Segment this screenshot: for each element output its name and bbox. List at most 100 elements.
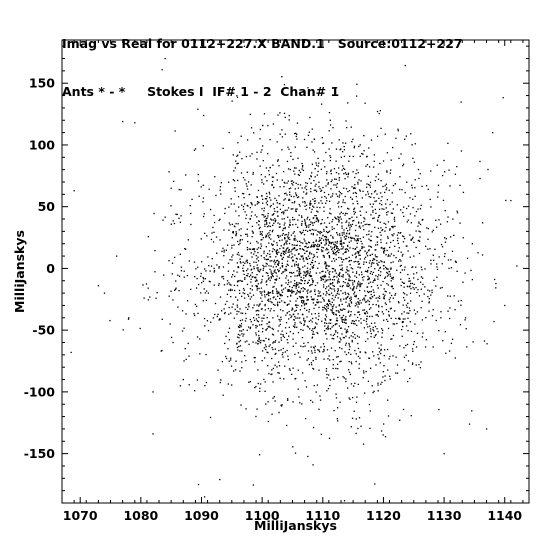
data-point	[352, 247, 354, 250]
data-point	[355, 224, 357, 227]
data-point	[209, 208, 212, 211]
data-point	[360, 180, 362, 182]
data-point	[256, 151, 258, 153]
data-point	[337, 289, 339, 291]
data-point	[322, 247, 325, 249]
data-point	[362, 377, 364, 379]
data-point	[239, 261, 241, 263]
data-point	[300, 255, 302, 257]
data-point	[265, 202, 268, 204]
data-point	[390, 338, 392, 340]
data-point	[344, 142, 347, 144]
data-point	[278, 277, 281, 279]
data-point	[346, 296, 348, 299]
data-point	[320, 103, 323, 105]
data-point	[293, 244, 295, 246]
data-point	[343, 187, 345, 189]
data-point	[255, 284, 257, 287]
data-point	[419, 223, 422, 226]
data-point	[218, 267, 220, 269]
data-point	[345, 319, 347, 321]
x-tick-label: 1130	[427, 508, 462, 523]
data-point	[274, 217, 276, 220]
data-point	[200, 238, 202, 240]
data-point	[336, 87, 338, 89]
data-point	[295, 167, 297, 169]
data-point	[272, 367, 275, 370]
data-point	[270, 373, 272, 376]
data-point	[326, 349, 329, 351]
data-point	[345, 227, 348, 229]
data-point	[315, 162, 317, 164]
data-point	[299, 258, 301, 260]
data-point	[194, 303, 197, 306]
data-point	[261, 350, 264, 352]
data-point	[357, 222, 360, 224]
data-point	[414, 179, 416, 181]
data-point	[352, 271, 354, 273]
data-point	[430, 294, 432, 296]
data-point	[263, 340, 265, 342]
x-tick-label: 1140	[487, 508, 522, 523]
data-point	[325, 185, 327, 187]
data-point	[208, 188, 210, 190]
data-point	[436, 263, 438, 265]
data-point	[237, 223, 239, 225]
data-point	[335, 247, 338, 250]
data-point	[246, 262, 249, 264]
data-point	[350, 225, 352, 227]
data-point	[359, 286, 361, 288]
data-point	[270, 272, 272, 274]
data-point	[325, 151, 327, 154]
data-point	[358, 311, 360, 313]
data-point	[328, 241, 331, 243]
data-point	[289, 221, 291, 223]
data-point	[413, 255, 415, 257]
data-point	[296, 297, 299, 300]
data-point	[273, 208, 275, 210]
y-tick-label: 150	[29, 76, 55, 91]
data-point	[311, 261, 314, 264]
data-point	[377, 220, 379, 222]
data-point	[266, 223, 268, 225]
data-point	[289, 290, 291, 292]
data-point	[273, 341, 275, 343]
data-point	[425, 245, 427, 247]
data-point	[286, 194, 288, 196]
data-point	[168, 295, 170, 297]
data-point	[325, 370, 328, 372]
data-point	[303, 342, 305, 344]
data-point	[253, 249, 255, 251]
data-point	[333, 227, 335, 230]
data-point	[364, 270, 367, 272]
data-point	[353, 210, 355, 213]
data-point	[204, 325, 206, 327]
data-point	[228, 313, 230, 315]
data-point	[276, 260, 278, 262]
data-point	[394, 245, 396, 247]
data-point	[348, 260, 350, 263]
data-point	[338, 273, 340, 275]
data-point	[435, 319, 437, 322]
data-point	[292, 224, 294, 226]
data-point	[375, 314, 377, 316]
data-point	[457, 300, 460, 302]
data-point	[174, 289, 176, 291]
data-point	[218, 266, 220, 268]
data-point	[275, 272, 277, 274]
data-point	[271, 180, 274, 183]
data-point	[393, 218, 396, 220]
data-point	[265, 192, 268, 195]
data-point	[396, 204, 398, 206]
data-point	[309, 207, 311, 209]
data-point	[243, 297, 246, 299]
data-point	[384, 185, 386, 187]
data-point	[243, 196, 245, 199]
data-point	[359, 289, 361, 292]
data-point	[329, 328, 331, 330]
data-point	[344, 195, 346, 198]
data-point	[248, 303, 250, 305]
data-point	[266, 328, 268, 330]
data-point	[357, 284, 359, 286]
data-point	[261, 281, 263, 283]
